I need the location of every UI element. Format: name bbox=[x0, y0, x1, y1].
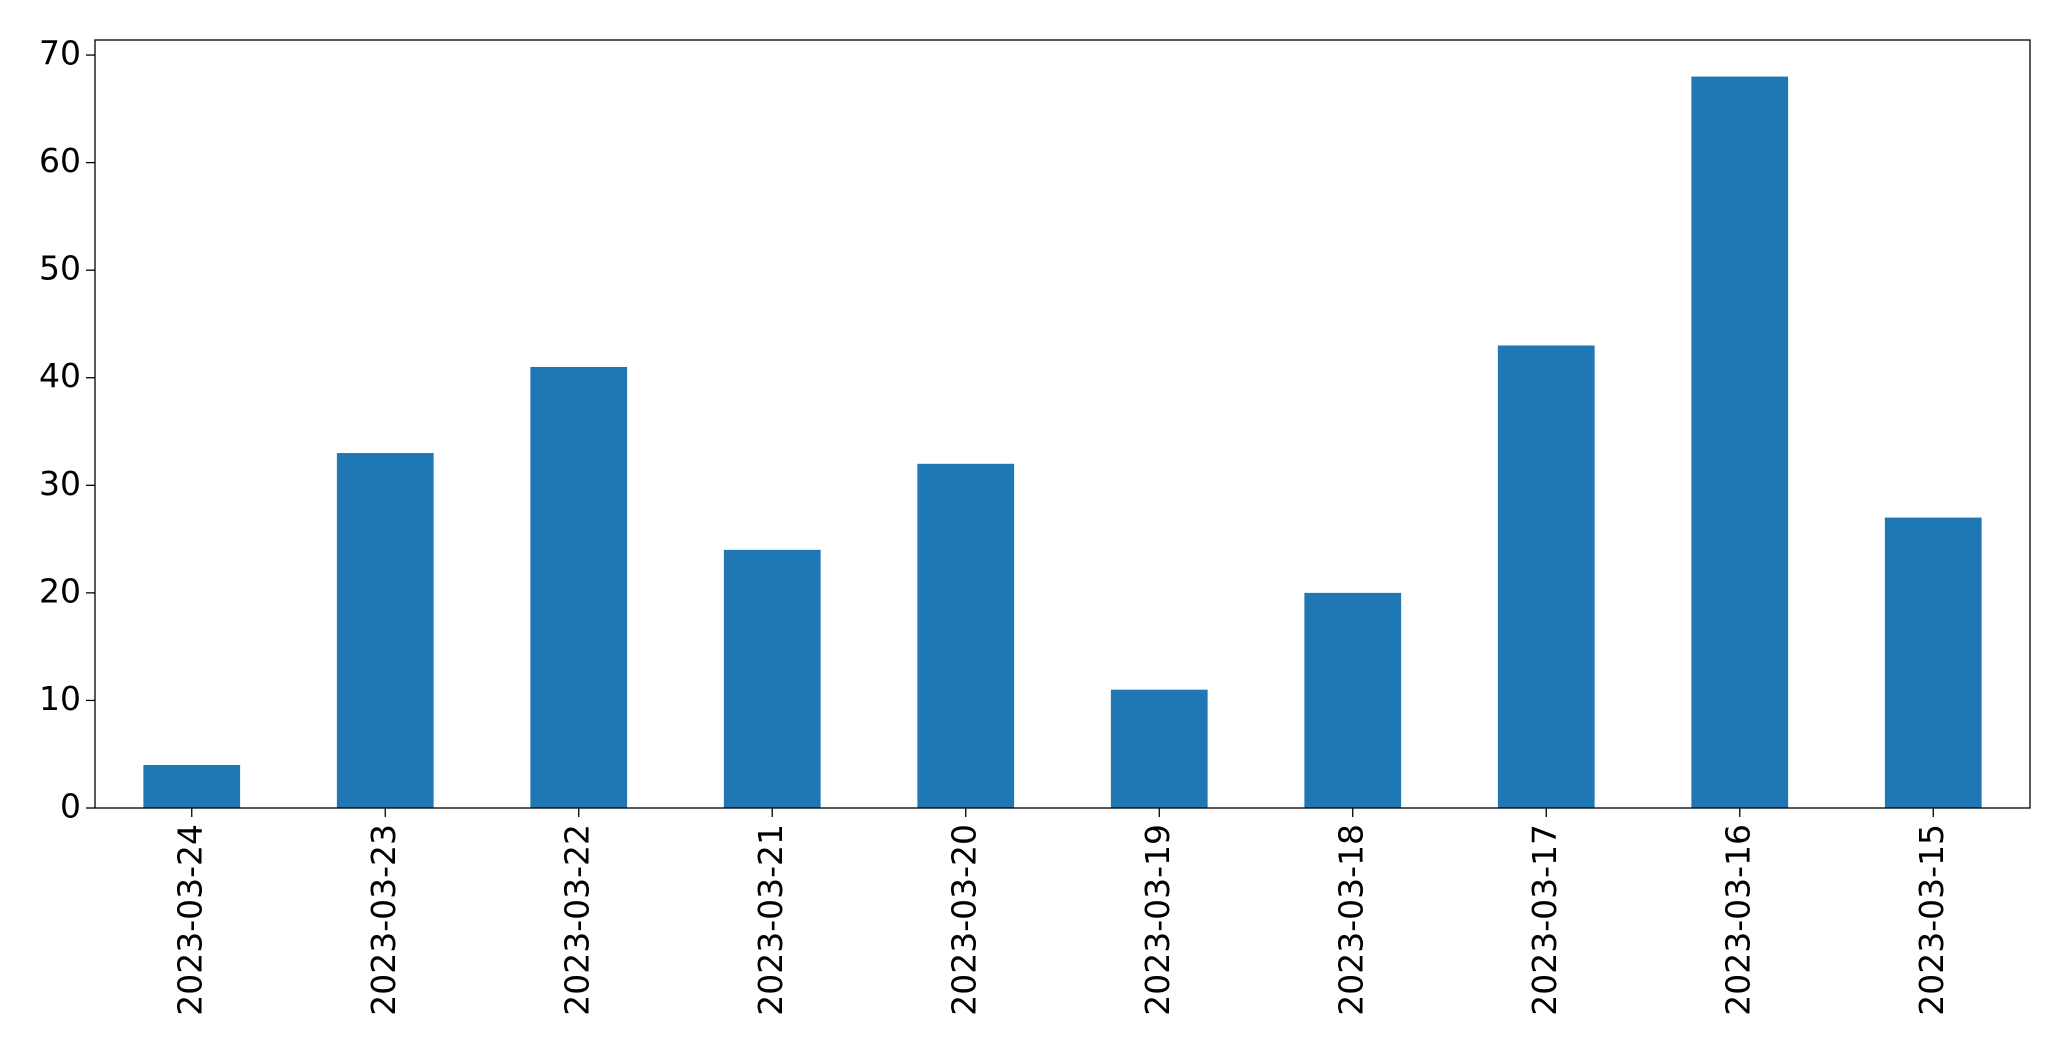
plot-frame bbox=[94, 39, 2031, 809]
bar bbox=[723, 549, 821, 808]
bar bbox=[1304, 592, 1402, 808]
y-tick-label: 20 bbox=[39, 571, 81, 610]
bar bbox=[336, 453, 434, 808]
x-tick-label: 2023-03-20 bbox=[944, 824, 983, 1016]
x-tick-label: 2023-03-16 bbox=[1718, 824, 1757, 1016]
bar bbox=[1110, 689, 1208, 808]
y-tick-label: 50 bbox=[39, 249, 81, 288]
bar bbox=[143, 764, 241, 808]
bar bbox=[1884, 517, 1982, 808]
bar bbox=[530, 366, 628, 808]
bar bbox=[917, 463, 1015, 808]
x-tick-label: 2023-03-21 bbox=[751, 824, 790, 1016]
bar bbox=[1691, 76, 1789, 809]
x-tick-label: 2023-03-23 bbox=[364, 824, 403, 1016]
x-tick-label: 2023-03-22 bbox=[557, 824, 596, 1016]
y-tick-label: 30 bbox=[39, 464, 81, 503]
x-tick-label: 2023-03-18 bbox=[1331, 824, 1370, 1016]
y-tick-label: 40 bbox=[39, 356, 81, 395]
y-tick-label: 0 bbox=[60, 787, 81, 826]
x-tick-label: 2023-03-24 bbox=[170, 824, 209, 1016]
x-tick-label: 2023-03-15 bbox=[1912, 824, 1951, 1016]
y-tick-label: 10 bbox=[39, 679, 81, 718]
bar bbox=[1497, 345, 1595, 808]
y-tick-label: 60 bbox=[39, 141, 81, 180]
x-tick-label: 2023-03-19 bbox=[1138, 824, 1177, 1016]
x-tick-label: 2023-03-17 bbox=[1525, 824, 1564, 1016]
y-tick-label: 70 bbox=[39, 34, 81, 73]
